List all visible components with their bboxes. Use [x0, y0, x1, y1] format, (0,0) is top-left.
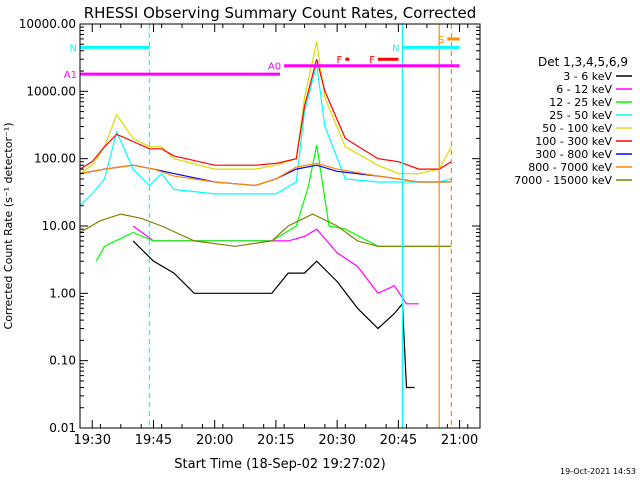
- annotation-label: N: [392, 43, 399, 54]
- x-tick-label: 20:45: [380, 433, 417, 448]
- y-axis: 10000.00 1000.00 100.00 10.00 1.00 0.10 0.01: [19, 17, 480, 435]
- series-line: [79, 41, 452, 175]
- annotation-label: N: [70, 43, 77, 54]
- x-tick-label: 21:00: [441, 433, 478, 448]
- series-line: [79, 162, 452, 187]
- legend-label: 100 - 300 keV: [535, 135, 612, 148]
- legend-label: 25 - 50 keV: [549, 109, 612, 122]
- x-axis-label: Start Time (18-Sep-02 19:27:02): [174, 457, 385, 472]
- y-tick-label: 1.00: [49, 286, 76, 300]
- y-tick-label: 100.00: [34, 152, 76, 166]
- legend-label: 6 - 12 keV: [556, 83, 612, 96]
- legend-label: 50 - 100 keV: [542, 122, 612, 135]
- plot-area: N N A1 A0 F F S: [64, 24, 460, 428]
- chart-title: RHESSI Observing Summary Count Rates, Co…: [84, 4, 477, 22]
- series-line: [95, 144, 452, 262]
- series-line: [79, 213, 452, 247]
- y-tick-label: 10.00: [42, 219, 76, 233]
- x-tick-label: 20:00: [196, 433, 233, 448]
- legend-label: 300 - 800 keV: [535, 148, 612, 161]
- y-tick-label: 1000.00: [26, 84, 76, 98]
- series-line: [79, 64, 452, 207]
- series-line: [132, 240, 415, 389]
- y-axis-label: Corrected Count Rate (s⁻¹ detector⁻¹): [2, 123, 15, 330]
- annotation-label: A1: [64, 70, 77, 81]
- plot-frame: [79, 23, 481, 429]
- annotation-label: F: [369, 55, 375, 66]
- y-tick-label: 0.01: [49, 421, 76, 435]
- legend-label: 800 - 7000 keV: [528, 161, 612, 174]
- y-tick-label: 0.10: [49, 354, 76, 368]
- annotation-label: A0: [268, 62, 281, 73]
- legend-label: 12 - 25 keV: [549, 96, 612, 109]
- footer-timestamp: 19-Oct-2021 14:53: [560, 467, 636, 476]
- x-tick-label: 19:45: [135, 433, 172, 448]
- x-tick-label: 20:15: [257, 433, 294, 448]
- x-tick-label: 19:30: [74, 433, 111, 448]
- annotation-label: S: [438, 35, 444, 46]
- x-tick-label: 20:30: [318, 433, 355, 448]
- legend-label: 7000 - 15000 keV: [514, 174, 612, 187]
- legend-label: 3 - 6 keV: [563, 70, 612, 83]
- series-line: [79, 59, 452, 170]
- y-tick-label: 10000.00: [19, 17, 76, 31]
- annotation-label: F: [337, 55, 343, 66]
- legend-title: Det 1,3,4,5,6,9: [538, 55, 628, 69]
- x-axis: 19:30 19:45 20:00 20:15 20:30 20:45 21:00: [74, 24, 478, 448]
